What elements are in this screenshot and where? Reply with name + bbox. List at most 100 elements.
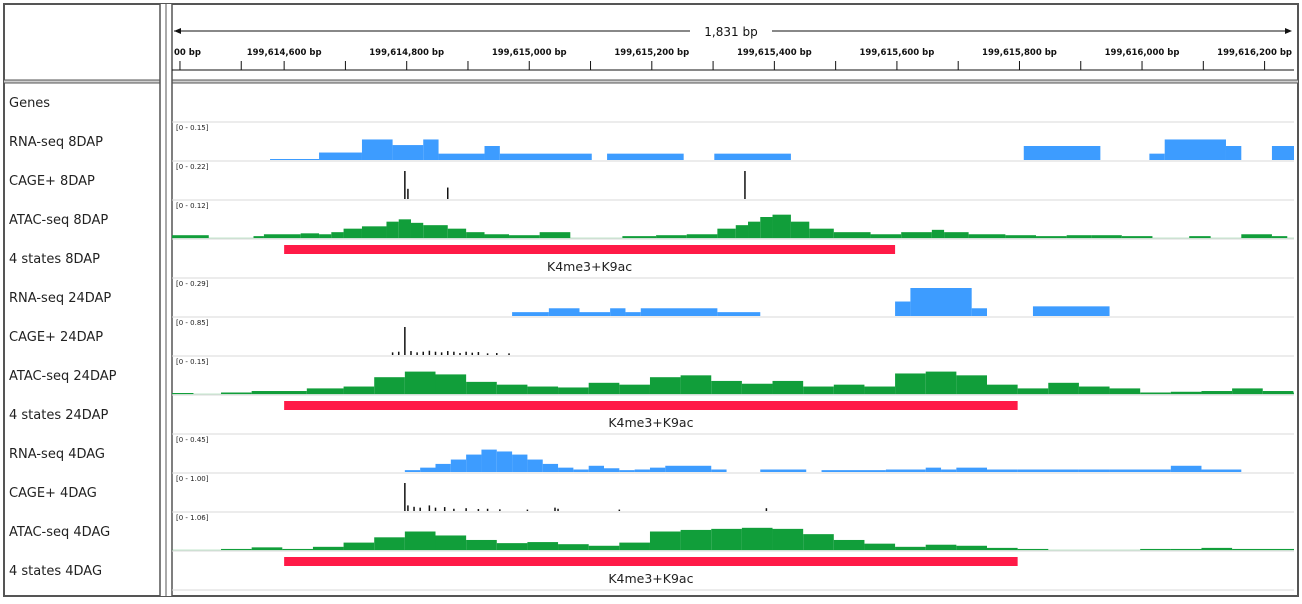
track-rna-4dag[interactable]: [0 - 0.45] (172, 436, 1294, 474)
atac-signal-bar (253, 236, 264, 238)
atac-signal-bar (925, 544, 957, 550)
track-name-cage-4dag[interactable]: CAGE+ 4DAG (9, 486, 97, 501)
rna-signal-bar (558, 467, 574, 472)
track-cage-4dag[interactable]: [0 - 1.00] (172, 475, 1294, 513)
ruler-tick-label: 199,614,600 bp (247, 48, 322, 58)
ruler[interactable]: 1,831 bp 00 bp 199,614,600 bp 199,614,800 … (172, 25, 1294, 71)
ruler-tick-label: 199,615,600 bp (860, 48, 935, 58)
ruler-tick-label: 199,616,200 bp (1217, 48, 1292, 58)
chromatin-state-segment[interactable] (284, 401, 1018, 410)
rna-signal-bar (867, 470, 886, 472)
track-name-states-8dap[interactable]: 4 states 8DAP (9, 252, 100, 267)
rna-signal-bar (1201, 469, 1242, 472)
atac-signal-bar (686, 234, 718, 238)
track-name-atac-24dap[interactable]: ATAC-seq 24DAP (9, 369, 117, 384)
atac-signal-bar (404, 371, 436, 394)
rna-signal-bar (1032, 306, 1110, 316)
track-name-states-24dap[interactable]: 4 states 24DAP (9, 408, 108, 423)
atac-signal-bar (944, 232, 969, 238)
rna-signal-bar (895, 301, 911, 316)
track-states-8dap[interactable]: K4me3+K9ac (172, 245, 1294, 279)
atac-signal-bar (539, 232, 571, 238)
atac-signal-bar (1201, 391, 1233, 394)
atac-signal-bar (925, 371, 957, 394)
cage-spike (410, 351, 412, 355)
data-range-label: [0 - 1.00] (176, 475, 209, 483)
atac-signal-bar (901, 232, 932, 238)
rna-signal-bar (438, 153, 485, 160)
atac-signal-bar (410, 222, 424, 238)
atac-signal-bar (398, 219, 411, 238)
track-name-rna-8dap[interactable]: RNA-seq 8DAP (9, 135, 103, 150)
atac-signal-bar (895, 373, 926, 394)
chromatin-state-segment[interactable] (284, 245, 896, 254)
atac-signal-bar (711, 380, 742, 394)
track-name-rna-4dag[interactable]: RNA-seq 4DAG (9, 447, 105, 462)
track-name-cage-24dap[interactable]: CAGE+ 24DAP (9, 330, 103, 345)
atac-signal-bar (711, 528, 742, 550)
rna-signal-bar (956, 467, 987, 472)
atac-signal-bar (588, 382, 620, 394)
atac-signal-bar (656, 235, 687, 238)
track-atac-24dap[interactable]: [0 - 0.15] (172, 358, 1294, 396)
track-cage-8dap[interactable]: [0 - 0.22] (172, 163, 1294, 201)
ruler-tick-label: 199,615,800 bp (982, 48, 1057, 58)
track-atac-4dag[interactable]: [0 - 1.06] (172, 514, 1294, 552)
cage-spike (407, 505, 409, 511)
track-name-atac-8dap[interactable]: ATAC-seq 8DAP (9, 213, 108, 228)
cage-spike (499, 509, 501, 511)
atac-signal-bar (741, 527, 773, 550)
atac-signal-bar (282, 548, 313, 550)
track-name-cage-8dap[interactable]: CAGE+ 8DAP (9, 174, 95, 189)
data-panel: [0 - 0.15] [0 - 0.22] [0 - 0.12] K4me3+K9ac… (172, 121, 1294, 591)
ruler-tick-label: 00 bp (174, 48, 201, 58)
atac-signal-bar (221, 548, 252, 550)
track-states-4dag[interactable]: K4me3+K9ac (172, 557, 1294, 591)
atac-signal-bar (833, 384, 865, 394)
cage-spike (508, 353, 510, 355)
cage-spike (391, 352, 394, 355)
atac-signal-bar (772, 528, 804, 550)
atac-signal-bar (466, 232, 485, 238)
rna-signal-bar (404, 470, 421, 472)
track-name-atac-4dag[interactable]: ATAC-seq 4DAG (9, 525, 110, 540)
atac-signal-bar (772, 214, 791, 238)
track-cage-24dap[interactable]: [0 - 0.85] (172, 319, 1294, 357)
track-name-rna-24dap[interactable]: RNA-seq 24DAP (9, 291, 111, 306)
track-rna-8dap[interactable]: [0 - 0.15] (172, 124, 1294, 162)
track-name-states-4dag[interactable]: 4 states 4DAG (9, 564, 102, 579)
atac-signal-bar (986, 384, 1018, 394)
cage-spike (428, 350, 431, 355)
data-range-label: [0 - 0.15] (176, 124, 209, 132)
cage-spike (434, 507, 437, 511)
atac-signal-bar (1140, 548, 1171, 550)
rna-signal-bar (484, 146, 500, 160)
atac-signal-bar (649, 531, 681, 550)
atac-signal-bar (496, 543, 528, 550)
rna-signal-bar (512, 312, 549, 316)
track-atac-8dap[interactable]: [0 - 0.12] (172, 202, 1294, 240)
atac-signal-bar (527, 542, 559, 550)
track-states-24dap[interactable]: K4me3+K9ac (172, 401, 1294, 435)
track-name-genes[interactable]: Genes (9, 96, 50, 111)
rna-signal-bar (941, 469, 957, 472)
chromatin-state-segment[interactable] (284, 557, 1018, 566)
cage-spike (459, 353, 461, 355)
atac-signal-bar (1232, 388, 1263, 394)
rna-signal-bar (361, 139, 393, 160)
atac-signal-bar (1262, 391, 1294, 394)
track-rna-24dap[interactable]: [0 - 0.29] (172, 280, 1294, 318)
atac-signal-bar (1189, 236, 1211, 238)
span-label: 1,831 bp (704, 25, 757, 39)
cage-spike (407, 188, 409, 199)
rna-signal-bar (607, 153, 684, 160)
rna-signal-bar (1078, 469, 1110, 472)
cage-spike (447, 351, 449, 355)
atac-signal-bar (509, 235, 540, 238)
rna-signal-bar (640, 308, 718, 316)
atac-signal-bar (931, 229, 945, 238)
atac-signal-bar (895, 546, 926, 550)
atac-signal-bar (986, 547, 1018, 550)
atac-signal-bar (558, 387, 589, 394)
